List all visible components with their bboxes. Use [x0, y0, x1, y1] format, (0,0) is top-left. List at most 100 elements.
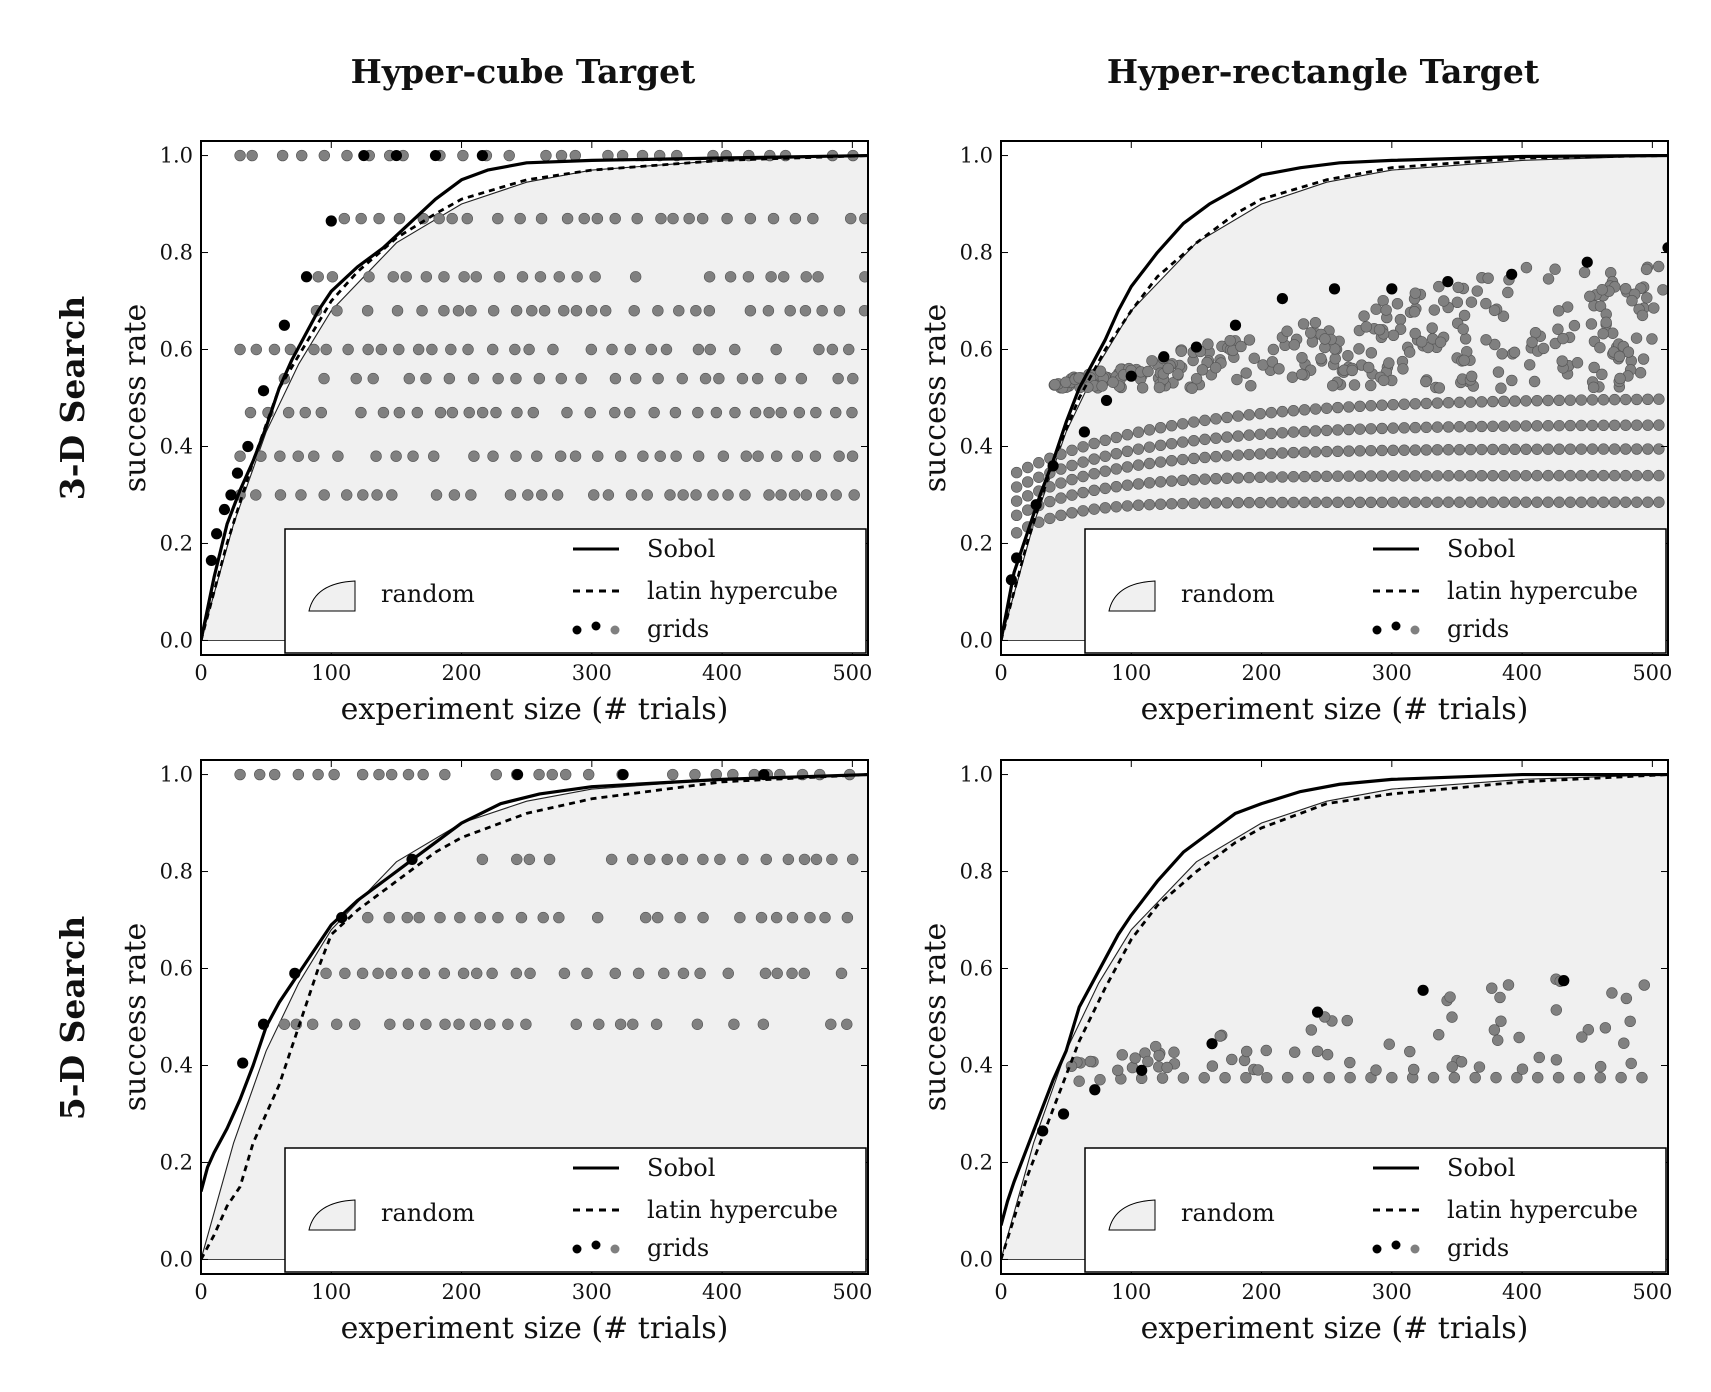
grid-dot [1010, 466, 1023, 479]
grid-dot [1459, 333, 1472, 345]
grid-dot [1175, 345, 1188, 357]
grid-dot [644, 853, 656, 866]
grid-dot [1498, 496, 1510, 508]
y-tick-label: 0.8 [960, 241, 993, 265]
grid-dot [1296, 368, 1308, 381]
grid-dot [1376, 470, 1388, 482]
grid-dot [707, 489, 719, 501]
grid-dot [1542, 394, 1554, 407]
grid-dot [1428, 304, 1440, 316]
grid-dot [558, 305, 570, 317]
grid-dot [816, 305, 828, 317]
grid-dot [1153, 381, 1166, 394]
plot-area [1001, 153, 1668, 641]
grid-dot [784, 305, 796, 317]
grid-dot [1597, 394, 1610, 406]
grid-best-dot [511, 768, 524, 781]
legend-sobol-label: Sobol [1447, 1154, 1515, 1182]
grid-dot [417, 212, 430, 225]
grid-dot [1156, 1072, 1169, 1084]
row-title-3d-search: 3-D Search [53, 296, 92, 500]
grid-dot [1319, 333, 1331, 345]
grid-dot [1626, 295, 1638, 307]
grid-dot [807, 212, 819, 225]
grid-dot [1469, 1071, 1481, 1084]
grid-dot [1404, 1045, 1416, 1058]
grid-dot [1653, 496, 1665, 508]
plot-area [201, 768, 868, 1261]
grid-dot [1420, 397, 1433, 410]
grid-dot [1608, 419, 1621, 432]
grid-dot [1266, 356, 1279, 368]
grid-dot [1235, 340, 1247, 353]
grid-dot [1497, 310, 1510, 322]
grid-dot [624, 406, 636, 419]
grid-dot [1442, 444, 1455, 456]
x-axis-label: experiment size (# trials) [341, 1311, 729, 1346]
grid-dot [510, 305, 523, 317]
grid-dot [1387, 329, 1400, 341]
grid-dot [843, 343, 855, 356]
grid-dot [1153, 1049, 1165, 1062]
grid-dot [1302, 1071, 1315, 1084]
grid-dot [426, 343, 438, 356]
grid-dot [1620, 992, 1633, 1005]
grid-dot [1648, 302, 1660, 314]
grid-dot [578, 212, 590, 225]
grid-dot [438, 967, 451, 980]
x-tick-label: 500 [1632, 1280, 1672, 1304]
grid-dot [320, 967, 332, 980]
grid-dot [1121, 500, 1134, 512]
grid-dot [434, 406, 447, 419]
grid-dot [1542, 469, 1554, 482]
grid-dot [1243, 496, 1255, 509]
grid-dot [553, 911, 565, 924]
grid-dot [1248, 352, 1260, 364]
grid-dot [826, 853, 838, 866]
grid-dot [1143, 477, 1156, 489]
grid-dot [1403, 346, 1416, 358]
grid-dot [630, 372, 642, 385]
grid-dot [492, 372, 504, 385]
grid-dot [1552, 1071, 1565, 1084]
grid-dot [624, 343, 636, 356]
grid-best-dot [1229, 319, 1242, 331]
grid-dot [522, 489, 534, 501]
grid-dot [1637, 353, 1650, 365]
grid-dot [1165, 419, 1178, 432]
grid-dot [1586, 469, 1599, 482]
grid-dot [1199, 414, 1211, 427]
sobol-line [1001, 772, 1668, 1226]
grid-dot [1165, 475, 1178, 487]
grid-dot [809, 450, 822, 462]
grid-dot [1386, 1071, 1398, 1084]
grid-dot [1188, 474, 1200, 486]
panel-2: 0 100 200 300 400 500 0.0 0.2 0.4 0.6 0.8 1.0 experi… [918, 140, 1672, 727]
grid-dot [1077, 470, 1089, 483]
grid-dot [1409, 470, 1421, 482]
grid-best-dot [358, 149, 370, 162]
grid-dot [1575, 419, 1588, 432]
grid-dot [1221, 431, 1233, 443]
grid-dot [1438, 295, 1450, 307]
grid-dot [420, 271, 433, 283]
y-tick-label: 1.0 [160, 763, 193, 787]
panels: 0 100 200 300 400 500 0.0 0.2 0.4 0.6 0.8 1.0 experi… [118, 140, 1672, 1346]
grid-dot [1495, 382, 1507, 394]
grid-dot [315, 406, 328, 419]
grid-dot [1619, 443, 1632, 455]
grid-dot [1532, 1071, 1544, 1084]
grid-dot [786, 911, 799, 924]
legend-grid-dot [591, 621, 601, 631]
grid-dot [729, 343, 741, 356]
grid-dot [1287, 426, 1300, 438]
grid-dot [1110, 447, 1122, 460]
grid-dot [1196, 364, 1209, 376]
col-title-hyper-cube: Hyper-cube Target [351, 52, 696, 91]
grid-dot [1297, 318, 1310, 330]
legend-sobol-label: Sobol [647, 1154, 715, 1182]
grid-dot [391, 305, 404, 317]
grid-dot [1431, 444, 1444, 456]
grid-dot [486, 343, 499, 356]
